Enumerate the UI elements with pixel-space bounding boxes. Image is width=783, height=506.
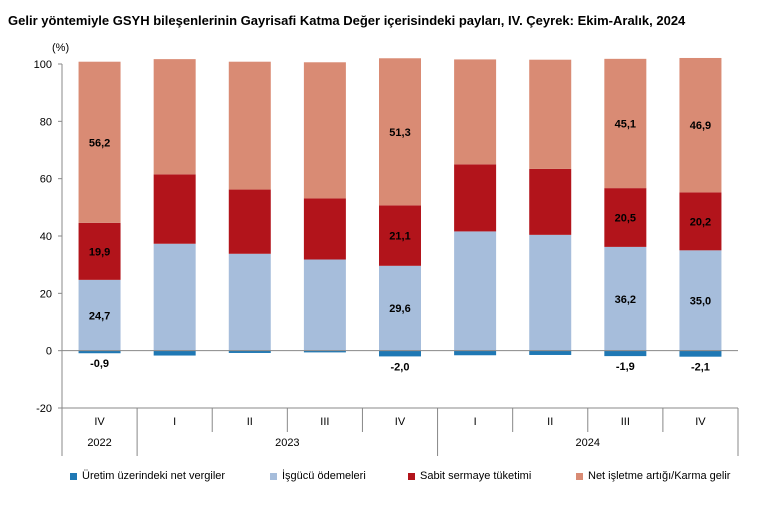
bar-segment-3 (679, 192, 722, 251)
legend-label: Üretim üzerindeki net vergiler (82, 470, 226, 482)
y-tick-label: 100 (34, 59, 52, 71)
legend-label: Sabit sermaye tüketimi (420, 470, 532, 482)
legend-swatch (408, 472, 415, 480)
chart-title: Gelir yöntemiyle GSYH bileşenlerinin Gay… (8, 13, 686, 28)
y-tick-label: 60 (40, 174, 52, 186)
data-label: 29,6 (389, 303, 410, 315)
bar-segment-4 (604, 58, 647, 189)
data-label: -2,1 (691, 362, 710, 374)
data-label: 24,7 (89, 310, 110, 322)
legend: Üretim üzerindeki net vergiler İşgücü öd… (0, 470, 783, 490)
legend-item-net-taxes: Üretim üzerindeki net vergiler (70, 470, 225, 482)
data-label: 46,9 (690, 120, 711, 132)
legend-swatch (576, 472, 583, 480)
x-tick-label: III (320, 416, 329, 428)
x-group-label: 2024 (576, 437, 600, 449)
x-tick-label: II (247, 416, 253, 428)
data-label: 51,3 (389, 127, 410, 139)
bar-segment-1 (529, 350, 572, 355)
bar-segment-1 (153, 350, 196, 356)
bar-segment-2 (303, 259, 346, 351)
data-label: 45,1 (615, 118, 636, 130)
y-tick-label: 80 (40, 116, 52, 128)
bar-segment-3 (454, 164, 497, 232)
legend-item-operating-surplus: Net işletme artığı/Karma gelir (576, 470, 730, 482)
legend-item-labor: İşgücü ödemeleri (270, 470, 366, 482)
x-tick-label: III (621, 416, 630, 428)
x-tick-label: II (547, 416, 553, 428)
bar-segment-1 (228, 350, 271, 353)
bar-segment-3 (303, 198, 346, 260)
y-tick-label: 0 (46, 346, 52, 358)
bar-segment-4 (78, 61, 121, 223)
x-group-label: 2022 (87, 437, 111, 449)
bar-segment-2 (604, 246, 647, 351)
legend-label: Net işletme artığı/Karma gelir (588, 470, 731, 482)
data-label: 35,0 (690, 296, 711, 308)
data-label: 19,9 (89, 246, 110, 258)
data-label: -2,0 (391, 361, 410, 373)
bar-segment-4 (153, 59, 196, 175)
data-label: 56,2 (89, 137, 110, 149)
bar-segment-1 (379, 350, 421, 357)
x-tick-label: IV (94, 416, 105, 428)
bar-segment-1 (679, 350, 722, 357)
x-tick-label: IV (395, 416, 406, 428)
bar-segment-2 (228, 253, 271, 351)
data-label: 21,1 (389, 231, 410, 243)
y-axis-label: (%) (52, 42, 69, 54)
bar-segment-3 (379, 205, 421, 266)
bar-segment-3 (529, 168, 572, 235)
bar-segment-2 (153, 243, 196, 351)
bar-segment-3 (153, 174, 196, 244)
bar-segment-2 (529, 234, 572, 351)
bar-segment-2 (78, 279, 121, 351)
legend-swatch (70, 472, 77, 480)
data-label: 20,5 (615, 213, 636, 225)
bar-segment-4 (303, 62, 346, 199)
legend-swatch (270, 472, 277, 480)
bar-segment-4 (529, 59, 572, 169)
legend-item-capital-consumption: Sabit sermaye tüketimi (408, 470, 531, 482)
y-tick-label: 40 (40, 231, 52, 243)
bar-segment-1 (454, 350, 497, 356)
bar-segment-1 (78, 350, 121, 354)
data-label: 36,2 (615, 294, 636, 306)
bar-segment-2 (679, 250, 722, 351)
data-label: -0,9 (90, 358, 109, 370)
data-label: -1,9 (616, 361, 635, 373)
bar-segment-3 (604, 188, 647, 247)
bar-segment-4 (379, 58, 421, 206)
y-tick-label: 20 (40, 288, 52, 300)
x-tick-label: I (474, 416, 477, 428)
bar-segment-2 (379, 265, 421, 351)
bar-segment-1 (303, 350, 346, 353)
x-group-label: 2023 (275, 437, 299, 449)
data-label: 20,2 (690, 216, 711, 228)
bar-segment-2 (454, 231, 497, 351)
bar-segment-4 (679, 57, 722, 193)
bar-segment-1 (604, 350, 647, 357)
legend-label: İşgücü ödemeleri (282, 470, 366, 482)
x-tick-label: I (173, 416, 176, 428)
bar-segment-3 (228, 189, 271, 254)
y-tick-label: -20 (36, 403, 52, 415)
x-tick-label: IV (695, 416, 706, 428)
bar-segment-4 (228, 61, 271, 190)
bar-segment-3 (78, 222, 121, 280)
bar-segment-4 (454, 59, 497, 165)
